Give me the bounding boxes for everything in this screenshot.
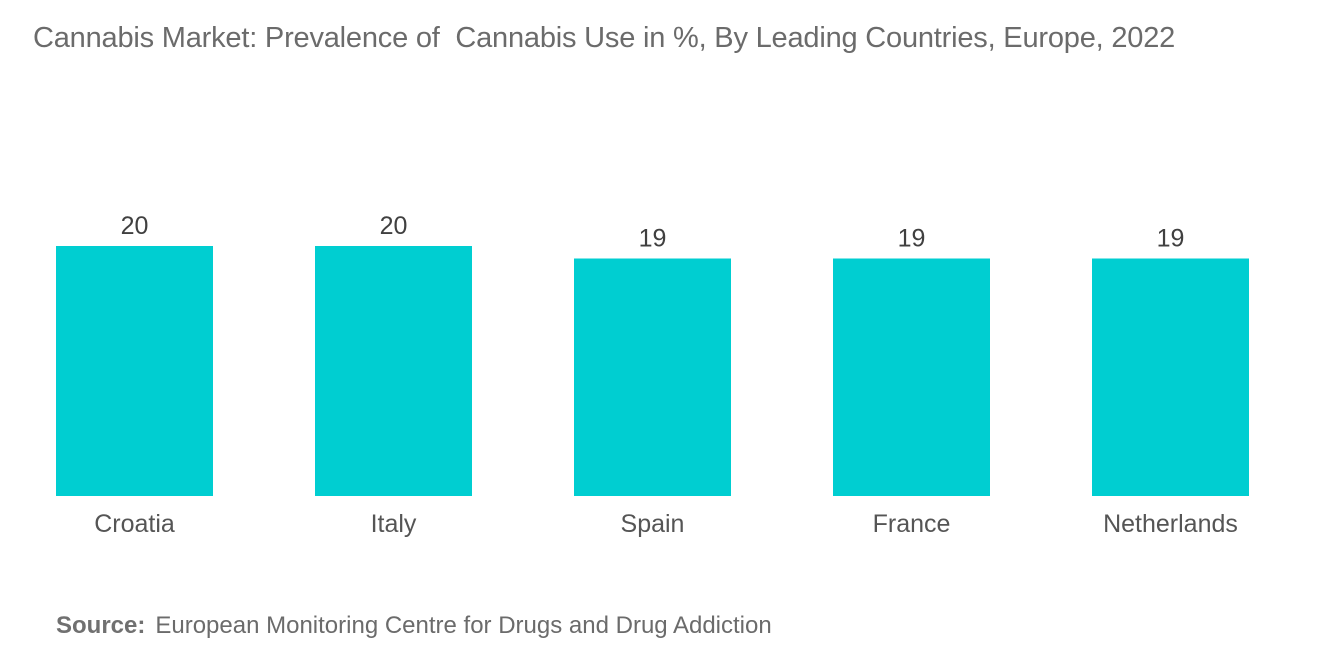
chart-title: Cannabis Market: Prevalence of Cannabis … [33, 22, 1176, 54]
bar-croatia [56, 246, 213, 496]
category-label-france: France [873, 510, 951, 538]
source-line: Source: European Monitoring Centre for Dr… [56, 612, 772, 640]
bar-netherlands [1092, 258, 1249, 496]
source-text: European Monitoring Centre for Drugs and… [155, 612, 772, 639]
bar-france [833, 258, 990, 496]
category-label-croatia: Croatia [94, 510, 175, 538]
data-label-france: 19 [898, 225, 926, 253]
data-label-italy: 20 [380, 212, 408, 240]
category-label-spain: Spain [621, 510, 685, 538]
category-label-netherlands: Netherlands [1103, 510, 1238, 538]
data-label-spain: 19 [639, 225, 667, 253]
data-label-croatia: 20 [121, 212, 149, 240]
data-label-netherlands: 19 [1157, 225, 1185, 253]
source-label: Source: [56, 612, 146, 639]
bar-spain [574, 258, 731, 496]
category-label-italy: Italy [371, 510, 417, 538]
bar-italy [315, 246, 472, 496]
